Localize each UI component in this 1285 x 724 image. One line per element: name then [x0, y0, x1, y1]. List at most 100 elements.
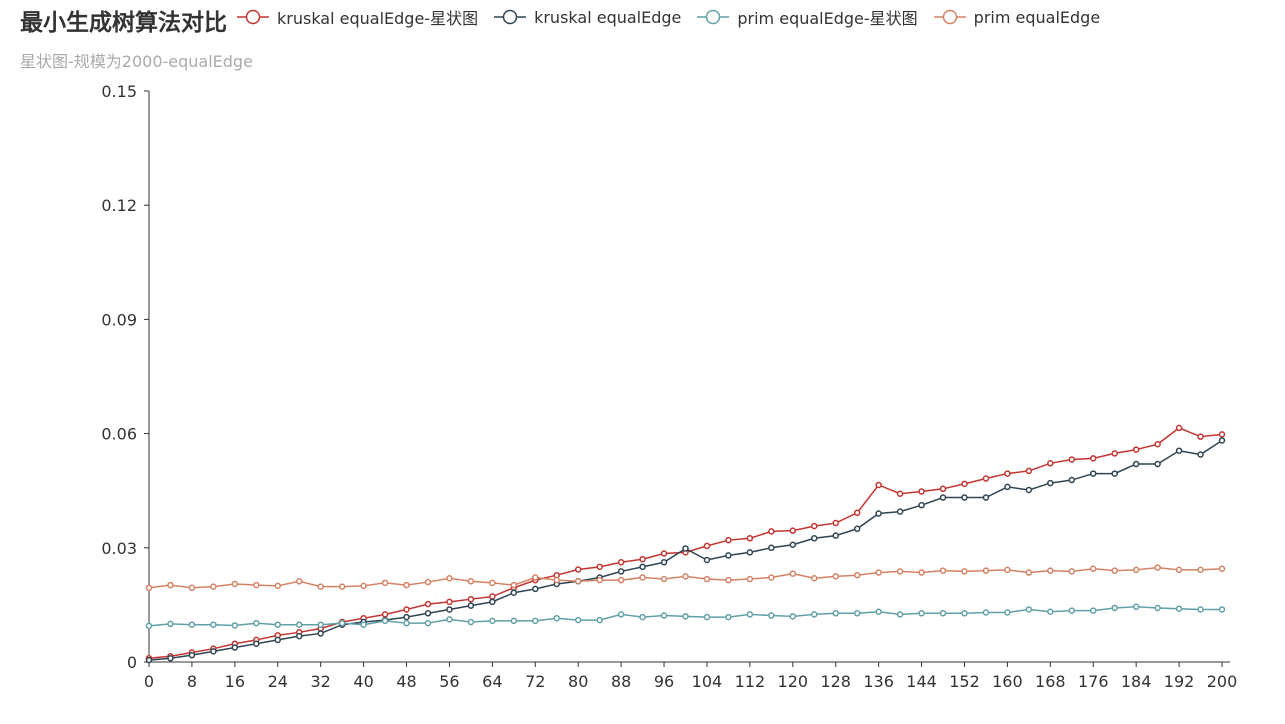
legend-label: prim equalEdge — [973, 7, 1101, 27]
y-tick-label: 0.09 — [101, 310, 137, 329]
data-point — [1068, 456, 1076, 463]
data-point — [1132, 603, 1140, 611]
data-point — [167, 581, 174, 589]
data-point — [660, 550, 668, 557]
data-point — [1132, 446, 1140, 453]
data-point — [424, 578, 432, 586]
legend-item[interactable]: kruskal equalEdge-星状图 — [235, 5, 478, 29]
data-point — [961, 568, 968, 575]
chart-title: 最小生成树算法对比 — [20, 10, 227, 36]
x-tick-label: 176 — [1078, 672, 1109, 691]
data-point — [875, 510, 882, 517]
data-point — [1025, 606, 1033, 613]
data-point — [295, 578, 303, 585]
data-point — [1111, 470, 1118, 477]
data-point — [768, 612, 775, 619]
data-point — [1111, 450, 1118, 457]
data-point — [446, 606, 453, 613]
data-point — [982, 475, 990, 482]
legend-label: prim equalEdge-星状图 — [737, 9, 918, 28]
y-tick-label: 0.06 — [101, 425, 137, 444]
data-point — [1089, 607, 1097, 614]
x-tick-label: 112 — [735, 672, 766, 691]
data-point — [768, 574, 775, 581]
data-point — [682, 573, 689, 580]
data-point — [1132, 460, 1140, 468]
data-point — [832, 532, 839, 539]
x-tick-label: 80 — [568, 672, 588, 691]
data-point — [532, 574, 539, 581]
y-tick-label: 0.12 — [101, 196, 137, 215]
data-point — [467, 595, 475, 603]
data-point — [789, 570, 797, 577]
legend-item[interactable]: kruskal equalEdge — [492, 8, 681, 27]
legend-label: kruskal equalEdge-星状图 — [277, 9, 479, 28]
x-tick-label: 0 — [144, 672, 154, 691]
data-point — [617, 559, 625, 566]
data-point — [875, 608, 882, 616]
data-point — [703, 556, 711, 564]
data-point — [403, 619, 410, 627]
x-tick-label: 200 — [1207, 672, 1238, 691]
data-point — [403, 606, 410, 613]
data-point — [811, 611, 818, 618]
data-point — [1004, 609, 1011, 616]
data-point — [961, 610, 968, 617]
x-tick-label: 64 — [482, 672, 502, 691]
x-tick-label: 168 — [1035, 672, 1066, 691]
x-tick-label: 160 — [992, 672, 1023, 691]
x-tick-label: 8 — [187, 672, 197, 691]
data-point — [789, 527, 797, 534]
x-tick-label: 24 — [268, 672, 288, 691]
data-point — [253, 581, 260, 589]
data-point — [231, 644, 239, 651]
x-tick-label: 192 — [1164, 672, 1195, 691]
legend-line-circle-icon — [697, 9, 730, 25]
legend-item[interactable]: prim equalEdge — [932, 7, 1101, 27]
legend-item[interactable]: prim equalEdge-星状图 — [695, 5, 918, 29]
data-point — [489, 617, 496, 625]
data-point — [1004, 470, 1011, 477]
data-point — [875, 481, 882, 489]
data-point — [532, 585, 539, 593]
data-point — [231, 580, 239, 588]
data-point — [553, 614, 560, 622]
data-point — [1047, 608, 1054, 616]
data-point — [725, 536, 732, 544]
data-point — [1154, 564, 1161, 571]
data-point — [682, 545, 689, 552]
data-point — [768, 544, 775, 552]
data-point — [188, 651, 196, 659]
data-point — [746, 549, 754, 556]
x-tick-label: 120 — [778, 672, 809, 691]
x-tick-label: 96 — [654, 672, 674, 691]
data-point — [703, 542, 711, 550]
data-point — [639, 555, 646, 563]
x-tick-label: 16 — [225, 672, 245, 691]
y-tick-label: 0.15 — [101, 82, 137, 101]
data-point — [489, 593, 496, 600]
data-point — [1197, 433, 1204, 440]
data-point — [1218, 431, 1226, 438]
legend-label: kruskal equalEdge — [534, 7, 682, 27]
data-point — [295, 632, 303, 640]
data-point — [467, 602, 475, 609]
data-point — [295, 621, 303, 628]
data-point — [510, 589, 518, 596]
data-point — [961, 494, 968, 501]
data-point — [918, 610, 925, 617]
data-point — [939, 485, 947, 493]
data-point — [939, 610, 947, 617]
data-point — [746, 611, 754, 618]
series-line — [148, 427, 1223, 659]
data-point — [660, 575, 668, 583]
data-point — [789, 541, 797, 549]
data-point — [1154, 460, 1161, 468]
x-tick-label: 184 — [1121, 672, 1152, 691]
data-point — [682, 613, 689, 620]
data-point — [1089, 455, 1097, 462]
data-point — [167, 620, 174, 628]
data-point — [939, 494, 947, 501]
data-point — [853, 610, 861, 617]
data-point — [789, 613, 797, 620]
